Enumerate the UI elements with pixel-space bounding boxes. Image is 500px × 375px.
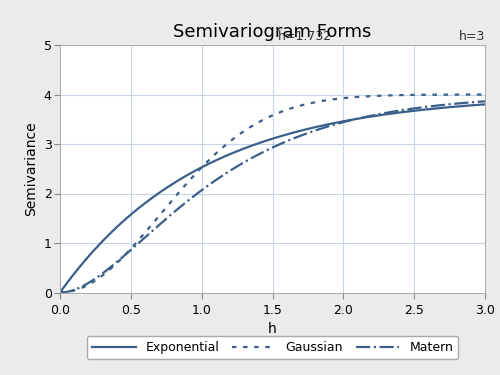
Gaussian (94, 277, 100, 281)
Gaussian (66, 290, 72, 294)
Exponential (94, 244, 100, 249)
Gaussian (312, 100, 318, 104)
Matern (57, 290, 63, 295)
Matern (312, 128, 318, 133)
Exponential (406, 109, 412, 114)
Y-axis label: Semivariance: Semivariance (24, 122, 38, 216)
Matern (66, 289, 72, 294)
Line: Gaussian: Gaussian (60, 94, 485, 292)
Matern (80, 284, 86, 288)
Gaussian (215, 150, 221, 154)
Line: Exponential: Exponential (60, 104, 485, 292)
Exponential (57, 290, 63, 295)
Exponential (482, 102, 488, 106)
Matern (215, 177, 221, 181)
Exponential (80, 261, 86, 266)
Exponential (215, 157, 221, 162)
Text: h=1.732: h=1.732 (278, 30, 332, 42)
X-axis label: h: h (268, 322, 277, 336)
Gaussian (482, 92, 488, 97)
Matern (482, 99, 488, 104)
Matern (94, 275, 100, 279)
Legend: Exponential, Gaussian, Matern: Exponential, Gaussian, Matern (87, 336, 458, 359)
Text: h=3: h=3 (458, 30, 485, 42)
Exponential (312, 125, 318, 129)
Gaussian (57, 290, 63, 295)
Gaussian (406, 93, 412, 97)
Matern (406, 107, 412, 111)
Exponential (66, 278, 72, 282)
Gaussian (80, 285, 86, 290)
Title: Semivariogram Forms: Semivariogram Forms (174, 22, 372, 40)
Line: Matern: Matern (60, 101, 485, 292)
